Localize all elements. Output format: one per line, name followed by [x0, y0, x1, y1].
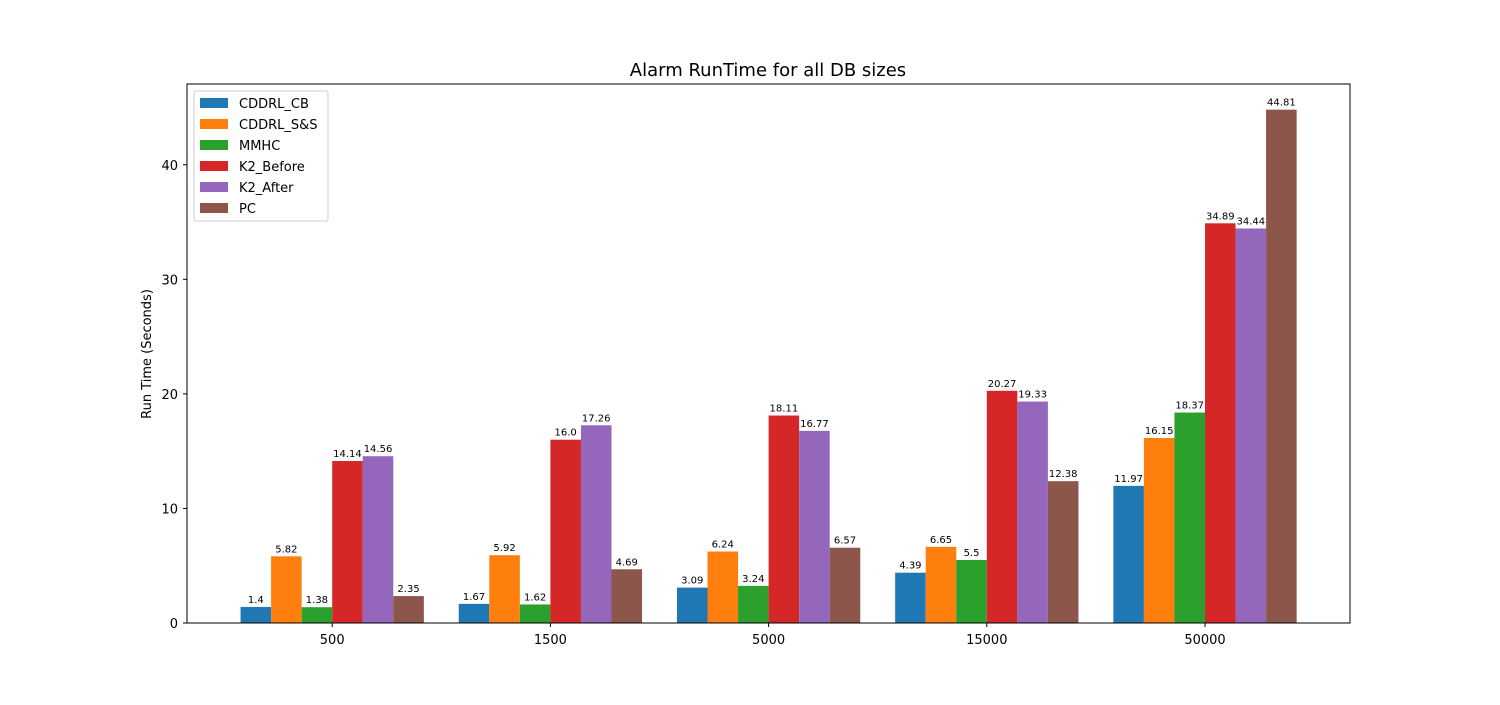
bar-mmhc-5000	[738, 585, 769, 623]
bar-pc-5000	[829, 547, 861, 623]
x-tick-label: 500	[320, 633, 345, 648]
data-label: 18.37	[1175, 401, 1204, 412]
legend-swatch	[200, 119, 228, 129]
data-label: 6.57	[834, 536, 856, 547]
data-label: 5.5	[964, 548, 980, 559]
legend-label: MMHC	[239, 139, 280, 154]
legend-label: CDDRL_CB	[239, 97, 309, 112]
bar-mmhc-15000	[956, 559, 987, 623]
data-label: 34.89	[1206, 211, 1235, 222]
plot-frame	[186, 83, 1351, 624]
bar-mmhc-500	[301, 607, 333, 623]
bar-cddrl-s-s-15000	[925, 546, 957, 623]
bar-pc-1500	[611, 569, 643, 623]
bar-k2-after-500	[362, 456, 394, 623]
bar-k2-after-50000	[1235, 228, 1267, 623]
data-label: 17.26	[582, 413, 611, 424]
bar-cddrl-s-s-5000	[707, 551, 739, 623]
data-label: 4.39	[899, 561, 921, 572]
data-label: 16.77	[800, 419, 829, 430]
bar-pc-500	[393, 596, 424, 623]
data-label: 16.15	[1145, 426, 1174, 437]
bar-cddrl-cb-500	[240, 606, 272, 623]
data-label: 5.82	[275, 544, 297, 555]
data-label: 6.65	[930, 535, 952, 546]
bar-mmhc-50000	[1174, 412, 1205, 623]
data-label: 1.4	[248, 595, 264, 606]
x-tick-label: 1500	[534, 633, 567, 648]
legend-label: PC	[239, 202, 256, 217]
data-label: 11.97	[1114, 474, 1143, 485]
data-label: 4.69	[616, 557, 638, 568]
bar-cddrl-s-s-500	[271, 556, 302, 623]
bar-cddrl-cb-50000	[1113, 485, 1144, 623]
data-label: 18.11	[770, 404, 799, 415]
bar-k2-before-50000	[1205, 223, 1236, 624]
bar-k2-before-5000	[768, 415, 800, 623]
data-label: 34.44	[1237, 216, 1266, 227]
bar-k2-after-15000	[1017, 401, 1048, 623]
bar-cddrl-s-s-1500	[489, 555, 520, 623]
data-label: 1.67	[463, 592, 485, 603]
x-tick-label: 15000	[966, 633, 1007, 648]
bar-pc-15000	[1047, 481, 1079, 623]
bar-k2-before-1500	[550, 439, 581, 623]
data-label: 6.24	[712, 540, 734, 551]
legend-swatch	[200, 161, 228, 171]
data-label: 1.38	[306, 595, 328, 606]
bar-k2-after-5000	[799, 430, 830, 623]
y-tick-label: 0	[170, 617, 178, 632]
y-tick-label: 10	[161, 502, 178, 517]
bar-cddrl-cb-5000	[676, 587, 708, 623]
legend-swatch	[200, 182, 228, 192]
data-label: 12.38	[1049, 469, 1078, 480]
legend-swatch	[200, 203, 228, 213]
bar-k2-before-15000	[986, 390, 1018, 623]
data-label: 3.09	[681, 576, 703, 587]
data-label: 20.27	[988, 379, 1017, 390]
legend-swatch	[200, 140, 228, 150]
legend: CDDRL_CB CDDRL_S&S MMHC K2_Before K2_After PC	[193, 90, 329, 222]
chart-title: Alarm RunTime for all DB sizes	[630, 60, 906, 81]
data-label: 14.56	[364, 444, 393, 455]
data-labels-group: 1.4 1.67 3.09 4.39 11.97 5.82 5.92 6.24 6.65 16.1…	[248, 98, 1296, 607]
legend-label: K2_After	[239, 181, 294, 196]
y-tick-label: 30	[161, 273, 178, 288]
legend-label: K2_Before	[239, 160, 305, 175]
bar-cddrl-cb-15000	[895, 572, 926, 623]
y-tick-label: 20	[161, 388, 178, 403]
data-label: 5.92	[493, 543, 515, 554]
x-tick-label: 50000	[1184, 633, 1225, 648]
bar-pc-50000	[1266, 109, 1297, 623]
data-label: 16.0	[555, 428, 577, 439]
y-tick-label: 40	[161, 159, 178, 174]
x-axis: 500 1500 5000 15000 50000	[320, 623, 1226, 648]
data-label: 2.35	[397, 584, 419, 595]
data-label: 19.33	[1018, 390, 1047, 401]
y-axis-label: Run Time (Seconds)	[140, 289, 155, 419]
bar-k2-before-500	[332, 461, 363, 623]
bar-cddrl-s-s-50000	[1143, 437, 1175, 623]
data-label: 1.62	[524, 592, 546, 603]
bar-k2-after-1500	[580, 425, 612, 623]
x-tick-label: 5000	[752, 633, 785, 648]
y-axis: 0 10 20 30 40	[161, 159, 187, 632]
legend-label: CDDRL_S&S	[239, 118, 318, 133]
data-label: 3.24	[742, 574, 764, 585]
legend-swatch	[200, 98, 228, 108]
data-label: 44.81	[1267, 98, 1296, 109]
bar-mmhc-1500	[519, 604, 551, 623]
bars-group	[240, 109, 1297, 624]
data-label: 14.14	[333, 449, 362, 460]
bar-cddrl-cb-1500	[458, 603, 490, 623]
